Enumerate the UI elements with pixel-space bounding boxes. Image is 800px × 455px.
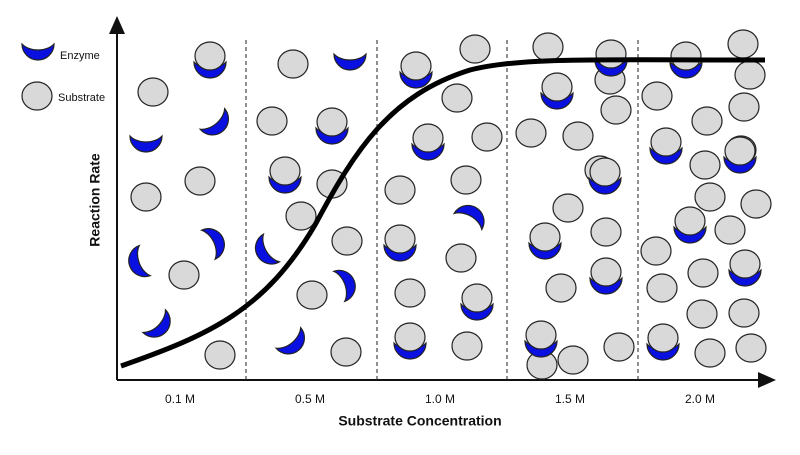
x-axis-title: Substrate Concentration bbox=[338, 413, 501, 429]
substrate bbox=[641, 81, 673, 111]
substrate bbox=[595, 39, 627, 69]
substrate bbox=[541, 72, 573, 102]
substrate bbox=[441, 83, 473, 113]
substrate bbox=[740, 189, 772, 219]
enzyme bbox=[333, 52, 367, 71]
substrate bbox=[557, 345, 589, 375]
enzyme bbox=[21, 42, 55, 61]
substrate bbox=[400, 51, 432, 81]
substrate bbox=[590, 257, 622, 287]
region-label: 0.1 M bbox=[165, 392, 195, 406]
region-label: 1.5 M bbox=[555, 392, 585, 406]
substrate bbox=[589, 157, 621, 187]
substrate bbox=[532, 32, 564, 62]
substrate bbox=[562, 121, 594, 151]
substrate bbox=[137, 77, 169, 107]
substrate bbox=[515, 118, 547, 148]
substrate bbox=[277, 49, 309, 79]
substrate bbox=[450, 165, 482, 195]
substrate bbox=[445, 243, 477, 273]
substrate bbox=[394, 322, 426, 352]
substrate bbox=[650, 127, 682, 157]
substrate bbox=[21, 81, 53, 111]
enzyme bbox=[129, 134, 163, 153]
substrate bbox=[451, 331, 483, 361]
substrate bbox=[728, 92, 760, 122]
enzyme bbox=[128, 244, 152, 278]
substrate bbox=[734, 60, 766, 90]
substrate bbox=[296, 280, 328, 310]
substrate bbox=[686, 299, 718, 329]
substrate bbox=[647, 323, 679, 353]
substrate bbox=[194, 41, 226, 71]
substrate bbox=[168, 260, 200, 290]
substrate bbox=[729, 249, 761, 279]
substrate bbox=[384, 175, 416, 205]
enzyme bbox=[452, 204, 485, 232]
enzyme bbox=[254, 232, 282, 265]
substrate bbox=[204, 340, 236, 370]
substrate bbox=[316, 107, 348, 137]
substrate bbox=[674, 206, 706, 236]
substrate bbox=[529, 222, 561, 252]
substrate bbox=[256, 106, 288, 136]
substrate bbox=[670, 41, 702, 71]
enzyme bbox=[332, 269, 356, 303]
substrate bbox=[459, 34, 491, 64]
rate-curve bbox=[120, 57, 766, 369]
enzyme bbox=[198, 107, 229, 136]
substrate bbox=[285, 201, 317, 231]
substrate bbox=[689, 150, 721, 180]
substrate bbox=[394, 278, 426, 308]
substrate bbox=[714, 215, 746, 245]
substrate bbox=[687, 258, 719, 288]
substrate bbox=[130, 182, 162, 212]
substrate bbox=[728, 298, 760, 328]
axes bbox=[109, 16, 776, 388]
substrate bbox=[331, 226, 363, 256]
substrate bbox=[691, 106, 723, 136]
substrate bbox=[184, 166, 216, 196]
substrate bbox=[640, 236, 672, 266]
particles bbox=[128, 29, 772, 380]
substrate bbox=[724, 136, 756, 166]
legend: Enzyme Substrate bbox=[21, 42, 105, 111]
region-label: 0.5 M bbox=[295, 392, 325, 406]
region-dividers bbox=[245, 40, 639, 380]
region-label: 2.0 M bbox=[685, 392, 715, 406]
substrate bbox=[269, 156, 301, 186]
substrate bbox=[330, 337, 362, 367]
substrate bbox=[412, 123, 444, 153]
substrate bbox=[694, 338, 726, 368]
enzyme bbox=[199, 228, 225, 261]
substrate bbox=[727, 29, 759, 59]
enzyme bbox=[274, 326, 305, 355]
region-labels: 0.1 M 0.5 M 1.0 M 1.5 M 2.0 M bbox=[165, 392, 715, 406]
substrate bbox=[552, 193, 584, 223]
substrate bbox=[735, 333, 767, 363]
substrate bbox=[384, 224, 416, 254]
legend-label: Substrate bbox=[58, 92, 105, 104]
substrate bbox=[603, 332, 635, 362]
substrate bbox=[461, 283, 493, 313]
substrate bbox=[525, 320, 557, 350]
substrate bbox=[471, 122, 503, 152]
enzyme bbox=[141, 308, 171, 338]
substrate bbox=[600, 95, 632, 125]
substrate bbox=[694, 182, 726, 212]
substrate bbox=[646, 273, 678, 303]
y-axis-title: Reaction Rate bbox=[87, 153, 103, 247]
region-label: 1.0 M bbox=[425, 392, 455, 406]
legend-label: Enzyme bbox=[60, 50, 100, 62]
substrate bbox=[590, 217, 622, 247]
substrate bbox=[545, 273, 577, 303]
